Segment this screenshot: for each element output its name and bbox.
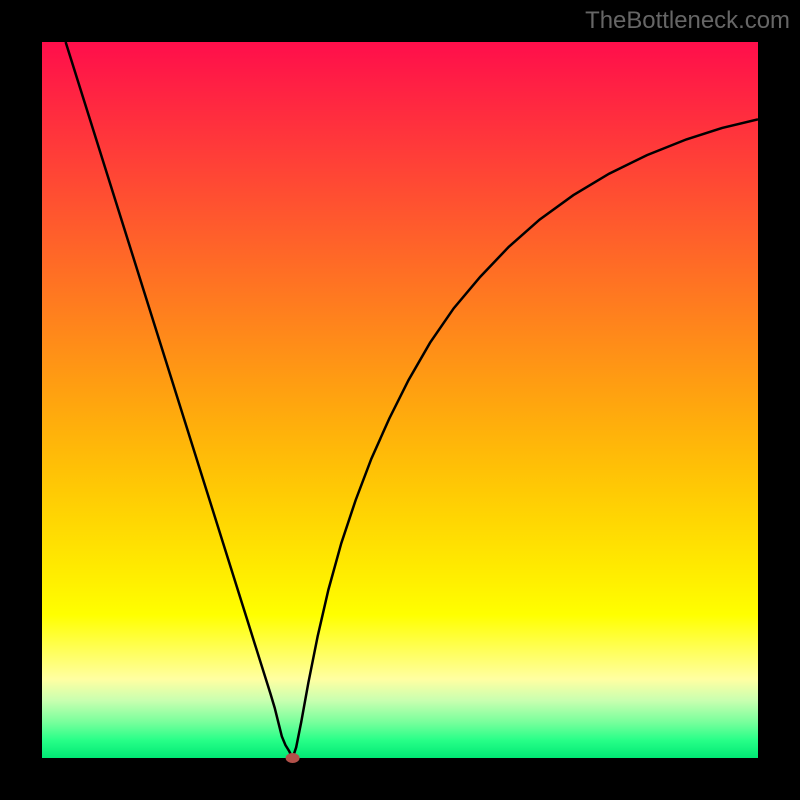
optimal-point-marker [286, 753, 300, 763]
chart-plot-area [42, 42, 758, 758]
watermark-text: TheBottleneck.com [585, 7, 790, 34]
bottleneck-chart: TheBottleneck.com [0, 0, 800, 800]
chart-svg: TheBottleneck.com [0, 0, 800, 800]
